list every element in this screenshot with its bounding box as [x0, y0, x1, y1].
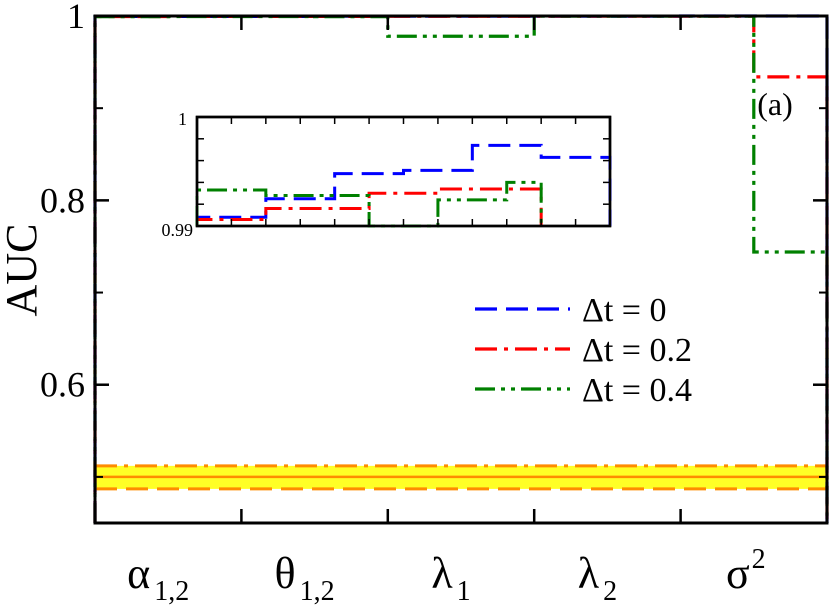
inset-y-tick-label-0: 0.99: [162, 220, 194, 240]
series-line-2: [93, 14, 829, 523]
legend: Δt = 0Δt = 0.2Δt = 0.4: [475, 292, 692, 409]
legend-label-1: Δt = 0.2: [582, 332, 692, 369]
x-category-label-1: θ 1,2: [275, 549, 335, 607]
inset-y-tick-label-1: 1: [178, 109, 187, 129]
x-category-label-0: α 1,2: [127, 549, 189, 607]
legend-label-0: Δt = 0: [582, 292, 667, 329]
y-tick-label-0: 0.6: [40, 365, 85, 405]
y-tick-label-1: 0.8: [40, 180, 85, 220]
y-tick-label-2: 1: [67, 0, 85, 36]
inset-plot: 0.99 1: [162, 109, 612, 240]
legend-label-2: Δt = 0.4: [582, 372, 692, 409]
panel-label: (a): [757, 86, 793, 122]
x-category-label-4: σ2: [726, 544, 766, 598]
plot-frame: [93, 14, 829, 525]
inset-series-line-1: [195, 187, 543, 226]
series-line-0: [93, 14, 829, 523]
y-axis-label: AUC: [0, 224, 46, 317]
series-line-1: [93, 14, 829, 523]
